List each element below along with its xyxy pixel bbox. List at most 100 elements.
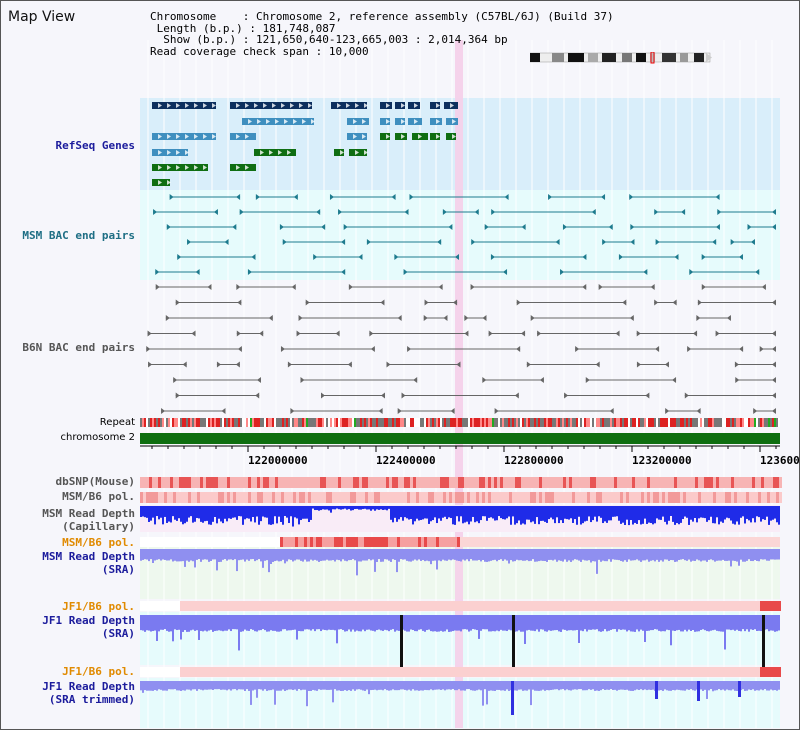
chromosome-ideogram[interactable] — [530, 52, 715, 64]
depth-bar — [358, 681, 360, 690]
depth-bar — [500, 615, 502, 630]
depth-bar — [294, 615, 296, 630]
depth-bar — [376, 506, 378, 510]
depth-bar — [452, 615, 454, 632]
repeat-segment — [678, 418, 680, 427]
depth-bar — [538, 681, 540, 691]
repeat-segment — [304, 418, 306, 427]
heat-cell — [416, 477, 419, 488]
depth-bar — [726, 615, 728, 630]
depth-bar — [532, 615, 534, 631]
depth-bar — [658, 681, 660, 691]
heat-cell — [548, 477, 551, 488]
bac-end-marker — [453, 299, 458, 306]
depth-bar — [244, 549, 246, 562]
jf1-depth-trim-line2: (SRA trimmed) — [48, 693, 135, 706]
depth-bar — [736, 615, 738, 630]
depth-bar — [662, 615, 664, 632]
heat-cell — [680, 477, 683, 488]
depth-bar — [396, 681, 398, 691]
depth-bar — [176, 506, 178, 521]
depth-bar — [188, 615, 190, 632]
repeat-segment — [162, 418, 164, 427]
repeat-segment — [624, 418, 626, 427]
depth-bar — [528, 681, 530, 690]
depth-bar — [424, 549, 426, 562]
track-label-msm-b6-pol: MSM/B6 pol. — [62, 490, 135, 503]
depth-bar — [194, 615, 196, 631]
heat-cell — [593, 477, 596, 488]
depth-bar — [594, 549, 596, 562]
heat-cell — [424, 537, 427, 547]
bac-end-marker — [155, 284, 160, 290]
heat-cell — [587, 492, 590, 503]
heat-cell — [611, 492, 614, 503]
gene-arrow — [167, 180, 171, 185]
repeat-segment — [714, 418, 716, 427]
depth-bar — [190, 549, 192, 561]
depth-bar — [266, 549, 268, 561]
heat-cell — [227, 492, 230, 503]
depth-bar — [414, 506, 416, 522]
depth-bar — [706, 506, 708, 522]
heat-cell — [539, 492, 542, 503]
depth-bar — [380, 615, 382, 631]
heat-cell — [194, 477, 197, 488]
repeat-segment — [558, 418, 560, 427]
repeat-segment — [328, 418, 330, 427]
heat-cell — [593, 492, 596, 503]
heat-cell — [334, 537, 337, 547]
repeat-segment — [562, 418, 564, 427]
depth-bar — [470, 549, 472, 560]
bac-end-marker — [146, 346, 151, 352]
depth-bar — [476, 549, 478, 561]
heat-cell — [575, 492, 578, 503]
repeat-segment — [420, 418, 422, 427]
heat-cell — [275, 477, 278, 488]
depth-bar — [690, 681, 692, 690]
depth-bar — [620, 615, 622, 630]
depth-bar — [188, 681, 190, 690]
depth-bar — [330, 615, 332, 630]
depth-bar — [448, 681, 450, 690]
heat-cell — [449, 492, 452, 503]
repeat-segment — [186, 418, 188, 427]
heat-cell — [662, 492, 665, 503]
heat-cell — [758, 492, 761, 503]
depth-bar — [430, 549, 432, 565]
repeat-segment — [382, 418, 384, 427]
depth-bar — [440, 615, 442, 631]
depth-bar — [274, 681, 276, 705]
heat-cell — [638, 477, 641, 488]
depth-bar — [484, 615, 486, 630]
repeat-segment — [548, 418, 550, 427]
depth-bar — [356, 549, 358, 576]
depth-bar — [366, 549, 368, 561]
heat-cell — [188, 477, 191, 488]
repeat-segment — [766, 418, 768, 427]
repeat-segment — [250, 418, 252, 427]
heat-cell — [449, 477, 452, 488]
repeat-segment — [628, 418, 630, 427]
depth-bar — [200, 681, 202, 690]
repeat-segment — [568, 418, 570, 427]
depth-bar — [718, 615, 720, 632]
bac-end-marker — [490, 254, 495, 260]
depth-bar — [618, 549, 620, 561]
repeat-segment — [400, 418, 402, 427]
bac-end-marker — [161, 408, 166, 414]
bac-end-marker — [207, 284, 212, 290]
heat-cell — [425, 492, 428, 503]
depth-bar — [396, 549, 398, 573]
heat-cell — [749, 492, 752, 503]
repeat-segment — [724, 418, 726, 427]
heat-cell — [596, 492, 599, 503]
bac-end-marker — [548, 194, 553, 200]
depth-bar — [622, 615, 624, 630]
repeat-segment — [492, 418, 494, 427]
depth-bar — [244, 681, 246, 691]
depth-bar — [642, 549, 644, 561]
depth-bar — [590, 506, 592, 523]
depth-bar — [462, 549, 464, 560]
